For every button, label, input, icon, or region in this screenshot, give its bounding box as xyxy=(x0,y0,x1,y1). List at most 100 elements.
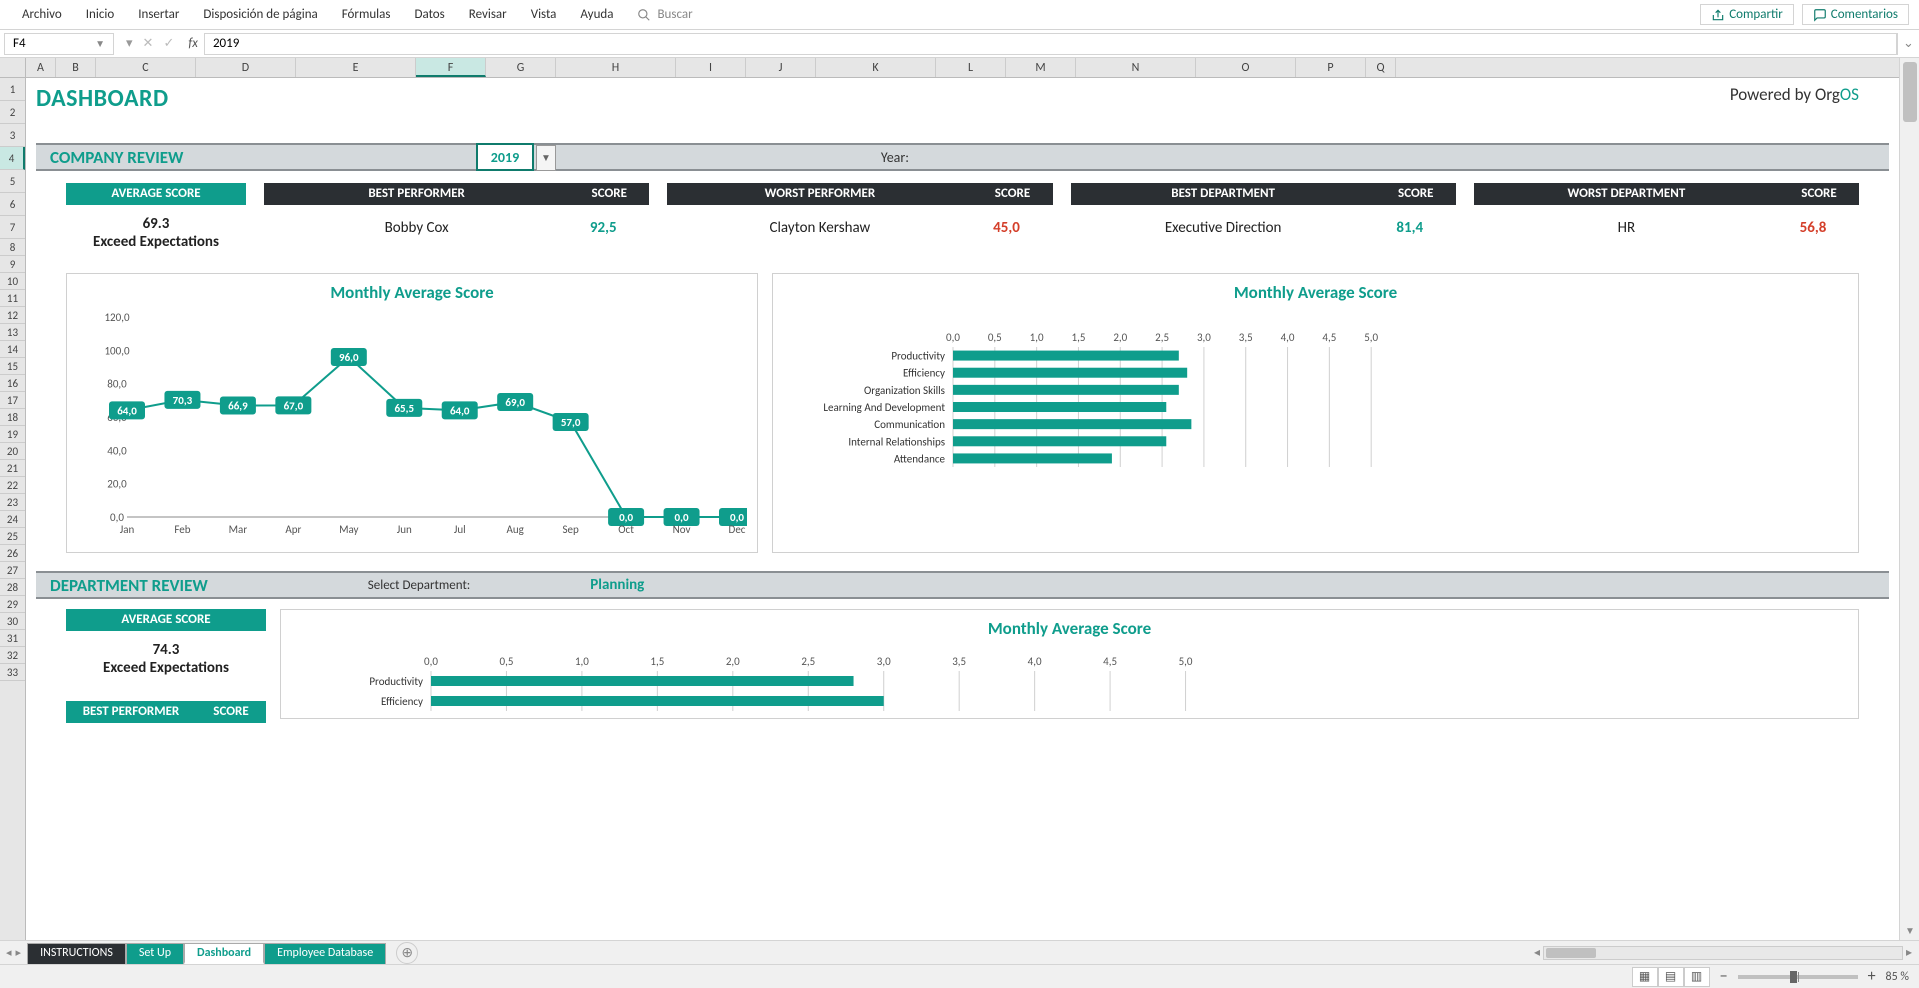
comments-button[interactable]: Comentarios xyxy=(1802,4,1909,25)
view-page-layout-button[interactable]: ▤ xyxy=(1658,967,1684,987)
row-header-16[interactable]: 16 xyxy=(0,375,25,392)
svg-text:1,0: 1,0 xyxy=(575,655,589,668)
col-header-H[interactable]: H xyxy=(556,58,676,77)
confirm-icon[interactable]: ✓ xyxy=(163,36,174,51)
row-headers[interactable]: 1234567891011121314151617181920212223242… xyxy=(0,78,26,940)
row-header-31[interactable]: 31 xyxy=(0,630,25,647)
row-header-14[interactable]: 14 xyxy=(0,341,25,358)
menu-vista[interactable]: Vista xyxy=(519,7,569,22)
col-header-F[interactable]: F xyxy=(416,58,486,77)
hscroll-right-icon[interactable]: ▸ xyxy=(1903,945,1915,960)
row-header-11[interactable]: 11 xyxy=(0,290,25,307)
tab-nav[interactable]: ◂▸ xyxy=(0,946,27,959)
zoom-in-button[interactable]: + xyxy=(1868,967,1876,986)
name-box[interactable]: F4 ▼ xyxy=(4,33,114,55)
row-header-3[interactable]: 3 xyxy=(0,124,25,147)
row-header-13[interactable]: 13 xyxy=(0,324,25,341)
row-header-8[interactable]: 8 xyxy=(0,239,25,256)
col-header-C[interactable]: C xyxy=(96,58,196,77)
share-button[interactable]: Compartir xyxy=(1700,4,1794,25)
col-header-J[interactable]: J xyxy=(746,58,816,77)
tab-nav-last-icon[interactable]: ▸ xyxy=(16,946,22,959)
col-header-D[interactable]: D xyxy=(196,58,296,77)
col-header-B[interactable]: B xyxy=(56,58,96,77)
row-header-23[interactable]: 23 xyxy=(0,494,25,511)
menu-insertar[interactable]: Insertar xyxy=(126,7,191,22)
dept-selected[interactable]: Planning xyxy=(590,576,644,594)
row-header-27[interactable]: 27 xyxy=(0,562,25,579)
row-header-4[interactable]: 4 xyxy=(0,147,25,170)
ribbon-search[interactable]: Buscar xyxy=(625,7,704,22)
sheet-tab-instructions[interactable]: INSTRUCTIONS xyxy=(27,943,126,964)
col-header-E[interactable]: E xyxy=(296,58,416,77)
col-header-L[interactable]: L xyxy=(936,58,1006,77)
row-header-20[interactable]: 20 xyxy=(0,443,25,460)
menu-disposición-de-página[interactable]: Disposición de página xyxy=(191,7,329,22)
chevron-down-icon[interactable]: ▼ xyxy=(95,37,105,50)
row-header-25[interactable]: 25 xyxy=(0,528,25,545)
scroll-down-icon[interactable]: ▼ xyxy=(1900,922,1919,940)
vertical-scrollbar[interactable]: ▲ ▼ xyxy=(1899,58,1919,940)
formula-input[interactable]: 2019 xyxy=(204,33,1897,55)
year-cell[interactable]: 2019 xyxy=(476,143,534,171)
menu-revisar[interactable]: Revisar xyxy=(457,7,519,22)
row-header-9[interactable]: 9 xyxy=(0,256,25,273)
zoom-level[interactable]: 85 % xyxy=(1886,970,1909,984)
cancel-icon[interactable]: ✕ xyxy=(143,36,154,51)
select-all-corner[interactable] xyxy=(0,58,26,77)
row-header-15[interactable]: 15 xyxy=(0,358,25,375)
col-header-K[interactable]: K xyxy=(816,58,936,77)
col-header-I[interactable]: I xyxy=(676,58,746,77)
row-header-19[interactable]: 19 xyxy=(0,426,25,443)
scroll-thumb[interactable] xyxy=(1903,62,1917,122)
tab-nav-first-icon[interactable]: ◂ xyxy=(6,946,12,959)
row-header-24[interactable]: 24 xyxy=(0,511,25,528)
col-header-M[interactable]: M xyxy=(1006,58,1076,77)
row-header-26[interactable]: 26 xyxy=(0,545,25,562)
svg-text:3,0: 3,0 xyxy=(1197,331,1211,344)
row-header-10[interactable]: 10 xyxy=(0,273,25,290)
menu-inicio[interactable]: Inicio xyxy=(74,7,126,22)
row-header-28[interactable]: 28 xyxy=(0,579,25,596)
sheet-tab-dashboard[interactable]: Dashboard xyxy=(184,943,264,964)
hscroll-left-icon[interactable]: ◂ xyxy=(1531,945,1543,960)
row-header-33[interactable]: 33 xyxy=(0,664,25,681)
menu-datos[interactable]: Datos xyxy=(402,7,456,22)
zoom-out-button[interactable]: − xyxy=(1720,967,1728,986)
col-header-N[interactable]: N xyxy=(1076,58,1196,77)
menu-fórmulas[interactable]: Fórmulas xyxy=(330,7,403,22)
horizontal-scrollbar[interactable] xyxy=(1543,946,1903,960)
row-header-7[interactable]: 7 xyxy=(0,216,25,239)
col-header-G[interactable]: G xyxy=(486,58,556,77)
formula-expand-icon[interactable]: ⌄ xyxy=(1897,33,1919,55)
row-header-5[interactable]: 5 xyxy=(0,170,25,193)
fx-dropdown-icon[interactable]: ▾ xyxy=(126,36,133,51)
row-header-2[interactable]: 2 xyxy=(0,101,25,124)
row-header-17[interactable]: 17 xyxy=(0,392,25,409)
add-sheet-button[interactable]: ⊕ xyxy=(396,942,418,964)
col-header-P[interactable]: P xyxy=(1296,58,1366,77)
sheet-tab-set-up[interactable]: Set Up xyxy=(126,943,184,964)
row-header-32[interactable]: 32 xyxy=(0,647,25,664)
menu-archivo[interactable]: Archivo xyxy=(10,7,74,22)
year-dropdown-icon[interactable]: ▼ xyxy=(536,145,556,171)
menu-ayuda[interactable]: Ayuda xyxy=(568,7,625,22)
row-header-29[interactable]: 29 xyxy=(0,596,25,613)
hscroll-thumb[interactable] xyxy=(1546,948,1596,958)
sheet-canvas[interactable]: DASHBOARD Powered by OrgOS COMPANY REVIE… xyxy=(26,78,1899,940)
sheet-tab-employee-database[interactable]: Employee Database xyxy=(264,943,386,964)
row-header-12[interactable]: 12 xyxy=(0,307,25,324)
row-header-30[interactable]: 30 xyxy=(0,613,25,630)
zoom-slider[interactable] xyxy=(1738,975,1858,979)
col-header-O[interactable]: O xyxy=(1196,58,1296,77)
row-header-6[interactable]: 6 xyxy=(0,193,25,216)
column-headers[interactable]: ABCDEFGHIJKLMNOPQ xyxy=(0,58,1899,78)
row-header-1[interactable]: 1 xyxy=(0,78,25,101)
view-normal-button[interactable]: ▦ xyxy=(1632,967,1658,987)
view-page-break-button[interactable]: ▥ xyxy=(1684,967,1710,987)
col-header-A[interactable]: A xyxy=(26,58,56,77)
row-header-22[interactable]: 22 xyxy=(0,477,25,494)
col-header-Q[interactable]: Q xyxy=(1366,58,1396,77)
row-header-18[interactable]: 18 xyxy=(0,409,25,426)
row-header-21[interactable]: 21 xyxy=(0,460,25,477)
